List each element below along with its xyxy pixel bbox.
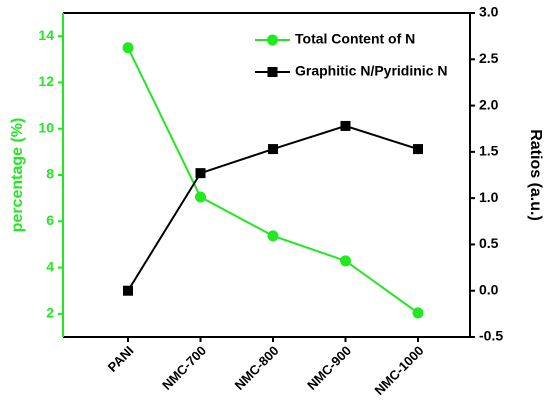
y-tick-label: 10 bbox=[38, 119, 54, 135]
x-tick-label: NMC-800 bbox=[232, 343, 282, 393]
legend-label: Total Content of N bbox=[295, 31, 415, 47]
y2-tick-label: 0.5 bbox=[479, 235, 499, 251]
y2-tick-label: -0.5 bbox=[479, 328, 503, 344]
y2-tick-label: 3.0 bbox=[479, 4, 499, 20]
data-point bbox=[195, 191, 206, 203]
y-axis-label: percentage (%) bbox=[9, 118, 26, 233]
y-tick-label: 6 bbox=[46, 212, 54, 228]
y2-tick-label: 2.5 bbox=[479, 50, 499, 66]
y2-tick-label: 1.5 bbox=[479, 143, 499, 159]
data-point bbox=[122, 42, 134, 54]
x-tick-label: NMC-700 bbox=[159, 343, 209, 393]
legend-marker bbox=[267, 34, 278, 46]
y-tick-label: 12 bbox=[38, 73, 54, 89]
data-point bbox=[412, 307, 424, 319]
data-point bbox=[268, 144, 278, 155]
y-tick-label: 8 bbox=[46, 166, 54, 182]
y-tick-label: 14 bbox=[38, 27, 54, 43]
y2-tick-label: 0.0 bbox=[479, 281, 499, 297]
y2-tick-label: 2.0 bbox=[479, 96, 499, 112]
y2-tick-label: 1.0 bbox=[479, 189, 499, 205]
data-point bbox=[340, 120, 351, 131]
data-point bbox=[267, 230, 279, 242]
legend-label: Graphitic N/Pyridinic N bbox=[295, 63, 447, 79]
data-point bbox=[195, 168, 206, 179]
y-tick-label: 2 bbox=[46, 305, 54, 321]
series-line bbox=[127, 47, 419, 314]
legend-marker bbox=[267, 67, 278, 77]
x-tick-label: NMC-1000 bbox=[371, 343, 426, 398]
data-point bbox=[340, 255, 351, 267]
x-tick-label: PANI bbox=[105, 343, 137, 375]
y2-axis-label: Ratios (a.u.) bbox=[527, 129, 544, 221]
y-tick-label: 4 bbox=[46, 258, 54, 274]
data-point bbox=[413, 144, 423, 155]
x-tick-label: NMC-900 bbox=[304, 343, 354, 393]
data-point bbox=[123, 285, 133, 296]
